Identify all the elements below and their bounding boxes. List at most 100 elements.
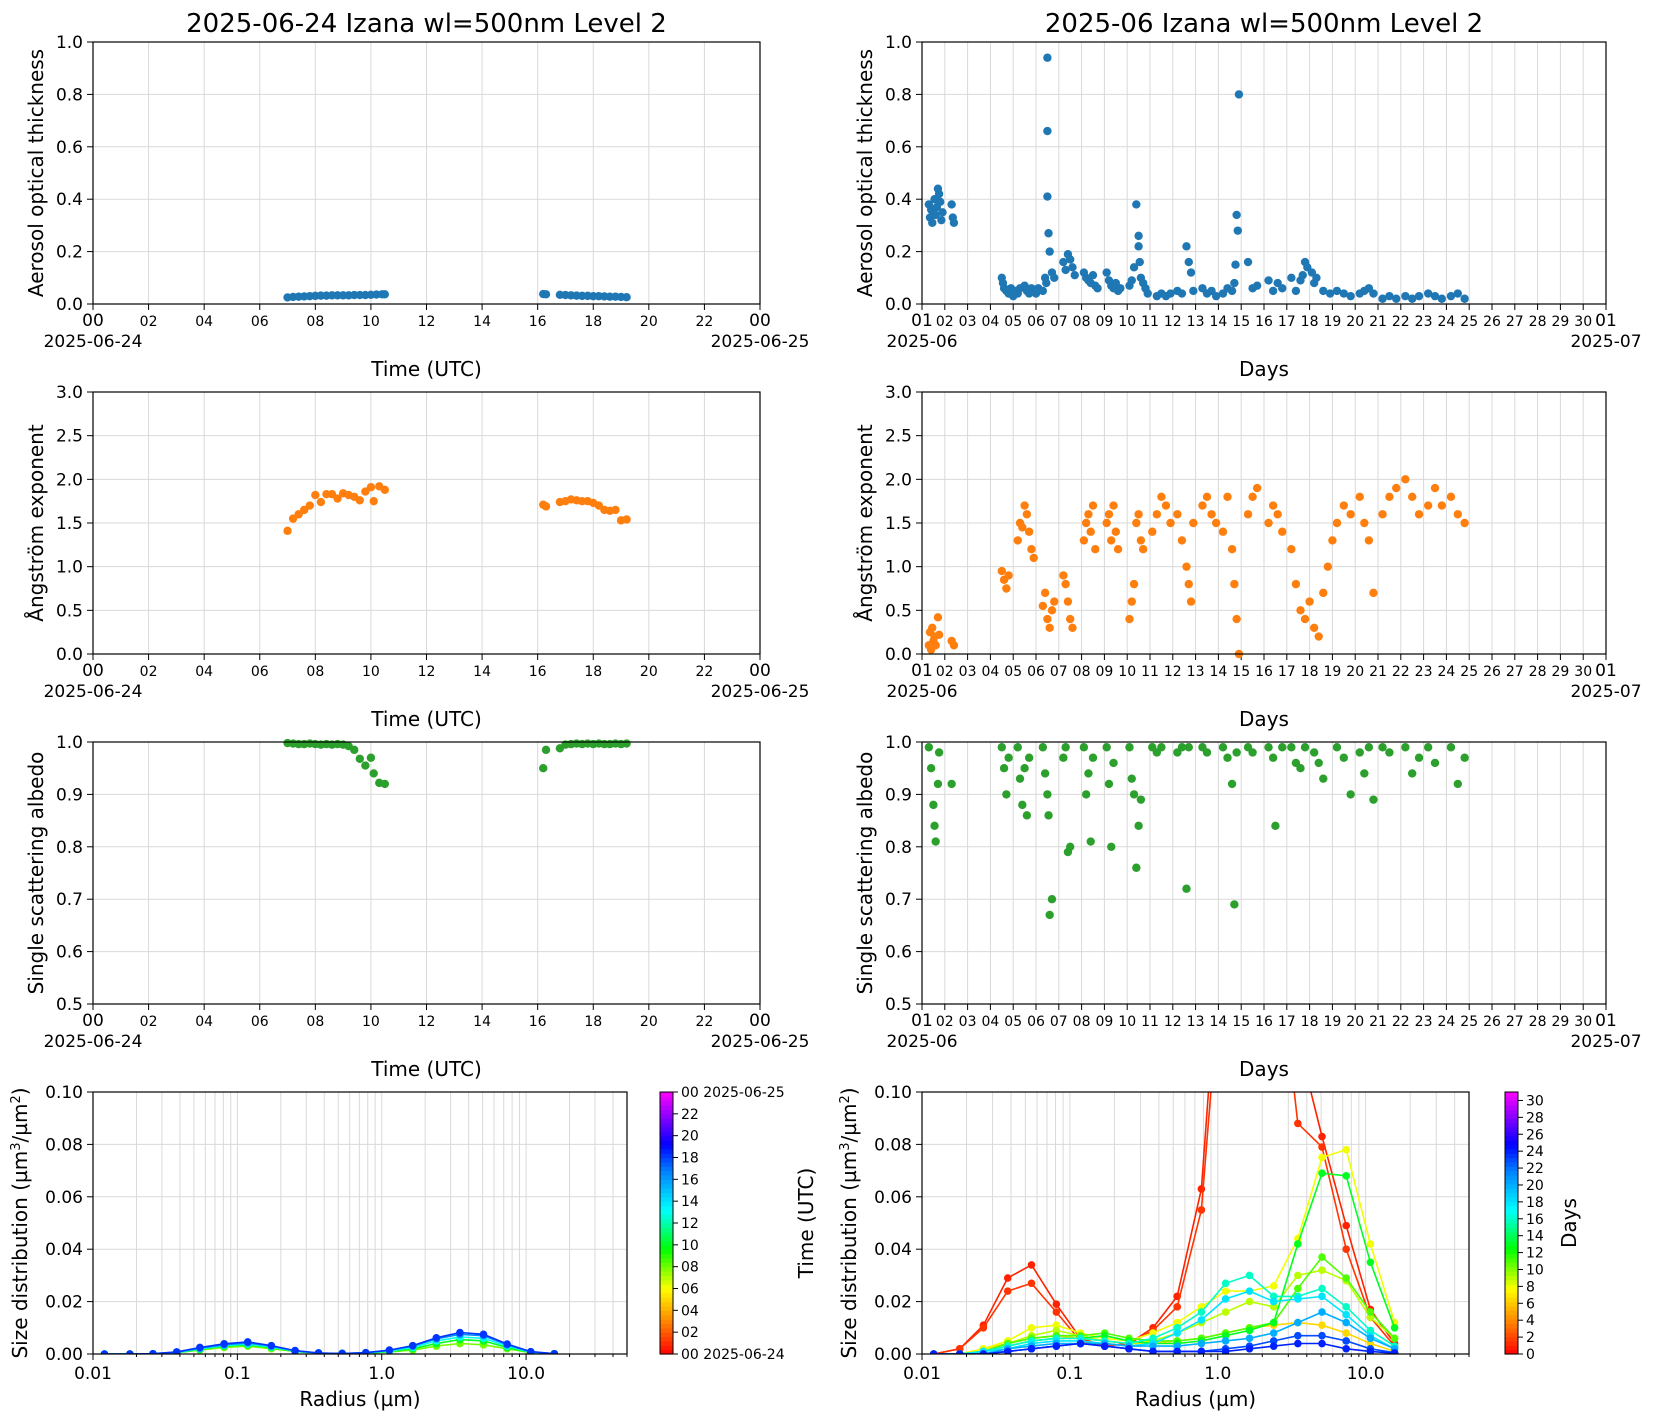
series-point xyxy=(1245,1344,1254,1353)
colorbar-segment xyxy=(1505,1349,1518,1355)
series-point xyxy=(1366,1308,1375,1316)
series-line xyxy=(933,1311,1395,1354)
x-tick-label: 06 xyxy=(1027,1014,1045,1030)
colorbar-segment xyxy=(660,1349,673,1355)
data-point xyxy=(1022,811,1032,820)
y-tick-label: 0.00 xyxy=(45,1345,83,1365)
x-tick-label: 05 xyxy=(1004,314,1022,330)
series-point xyxy=(1318,1284,1326,1293)
data-point xyxy=(1309,623,1319,632)
x-tick-label: 25 xyxy=(1460,314,1478,330)
x-tick-label: 23 xyxy=(1415,314,1433,330)
colorbar-segment xyxy=(1505,1161,1518,1167)
panel-daily-aod: 0.0 0.2 0.4 0.6 0.8 1.0 00 02 04 06 08 10 12 14 16 18 20… xyxy=(24,9,809,381)
series-point xyxy=(1366,1326,1375,1335)
data-point xyxy=(1059,257,1068,267)
x-tick-label: 00 xyxy=(82,1011,104,1031)
data-point xyxy=(1232,748,1241,757)
data-point xyxy=(1211,291,1221,301)
data-point xyxy=(1268,286,1278,296)
series-point xyxy=(1052,1321,1061,1329)
data-point xyxy=(1047,606,1057,615)
series-point xyxy=(929,1350,938,1354)
x-tick-label: 1.0 xyxy=(1204,1364,1231,1384)
data-point xyxy=(1328,536,1337,545)
series-point xyxy=(1173,1303,1182,1311)
series-point xyxy=(149,1349,157,1354)
data-point xyxy=(1013,743,1022,752)
x-tick-label: 00 xyxy=(749,311,771,331)
x-tick-label: 21 xyxy=(1369,664,1387,680)
x-date-right: 2025-07 xyxy=(1570,332,1641,352)
data-point xyxy=(1446,291,1456,301)
x-tick-label: 22 xyxy=(696,664,714,680)
data-point xyxy=(1127,597,1136,606)
chart-title: 2025-06 Izana wl=500nm Level 2 xyxy=(1045,9,1483,39)
x-tick-label: 04 xyxy=(195,314,213,330)
colorbar-segment xyxy=(660,1271,673,1276)
data-point xyxy=(369,769,378,778)
colorbar-segment xyxy=(1505,1113,1518,1119)
data-point xyxy=(947,200,956,209)
axis-ticks: 0.00.20.40.60.81.001 02 03 04 05 06 07 08 09 10 11… xyxy=(885,33,1642,352)
y-tick-label: 0.0 xyxy=(885,295,912,315)
data-point xyxy=(1243,510,1253,519)
x-tick-label: 04 xyxy=(195,1014,213,1030)
data-point xyxy=(1314,632,1323,641)
x-tick-label: 17 xyxy=(1278,664,1296,680)
data-point xyxy=(933,613,943,622)
data-point xyxy=(1314,758,1323,768)
series-point xyxy=(1052,1300,1061,1309)
series-point xyxy=(979,1324,988,1332)
x-tick-label: 24 xyxy=(1437,1014,1455,1030)
x-axis-label: Radius (µm) xyxy=(1135,1387,1256,1411)
x-tick-label: 16 xyxy=(1255,1014,1273,1030)
x-tick-label: 10 xyxy=(362,314,380,330)
data-point xyxy=(1184,579,1193,589)
data-point xyxy=(1070,270,1079,280)
data-point xyxy=(380,290,390,299)
x-tick-label: 12 xyxy=(1164,664,1182,680)
x-tick-label: 18 xyxy=(584,664,602,680)
data-point xyxy=(1129,263,1139,272)
series-point xyxy=(1342,1344,1351,1353)
series-point xyxy=(1294,1036,1302,1044)
data-point xyxy=(933,779,943,789)
data-point xyxy=(1045,910,1054,920)
series-point xyxy=(1342,1221,1351,1230)
data-point xyxy=(1182,562,1191,571)
x-tick-label: 10 xyxy=(1118,314,1136,330)
series-point xyxy=(1294,1339,1302,1348)
series-point xyxy=(1003,1347,1012,1354)
data-point xyxy=(622,292,631,302)
series-point xyxy=(1366,1339,1375,1348)
x-tick-label: 16 xyxy=(529,314,547,330)
series-line xyxy=(933,1255,1396,1354)
y-tick-label: 1.5 xyxy=(56,514,83,534)
y-tick-label: 0.0 xyxy=(56,295,83,315)
series-point xyxy=(1149,1347,1157,1354)
x-tick-label: 11 xyxy=(1141,664,1159,680)
x-tick-label: 25 xyxy=(1460,1014,1478,1030)
axis-ticks: 0.00.51.01.52.02.53.001 02 03 04 05 06 07 08 09 1… xyxy=(885,383,1642,702)
data-point xyxy=(1134,821,1143,831)
data-point xyxy=(1296,764,1305,773)
data-point xyxy=(934,748,944,757)
series-point xyxy=(1390,1334,1399,1343)
y-tick-label: 0.06 xyxy=(45,1188,83,1208)
series-point xyxy=(1294,1318,1302,1327)
data-point xyxy=(1319,588,1328,598)
data-point xyxy=(1125,614,1134,624)
x-tick-label: 10.0 xyxy=(1347,1364,1385,1384)
y-tick-label: 0.08 xyxy=(45,1135,83,1155)
data-point xyxy=(1414,753,1424,762)
colorbar-segment xyxy=(660,1231,673,1237)
data-point xyxy=(1378,294,1387,303)
series-point xyxy=(1197,1308,1206,1316)
y-tick-label: 3.0 xyxy=(885,383,912,403)
data-point xyxy=(1189,518,1198,528)
data-point xyxy=(929,800,938,810)
x-tick-label: 08 xyxy=(1073,314,1091,330)
x-tick-label: 01 xyxy=(1595,311,1617,331)
x-tick-label: 22 xyxy=(1392,1014,1410,1030)
